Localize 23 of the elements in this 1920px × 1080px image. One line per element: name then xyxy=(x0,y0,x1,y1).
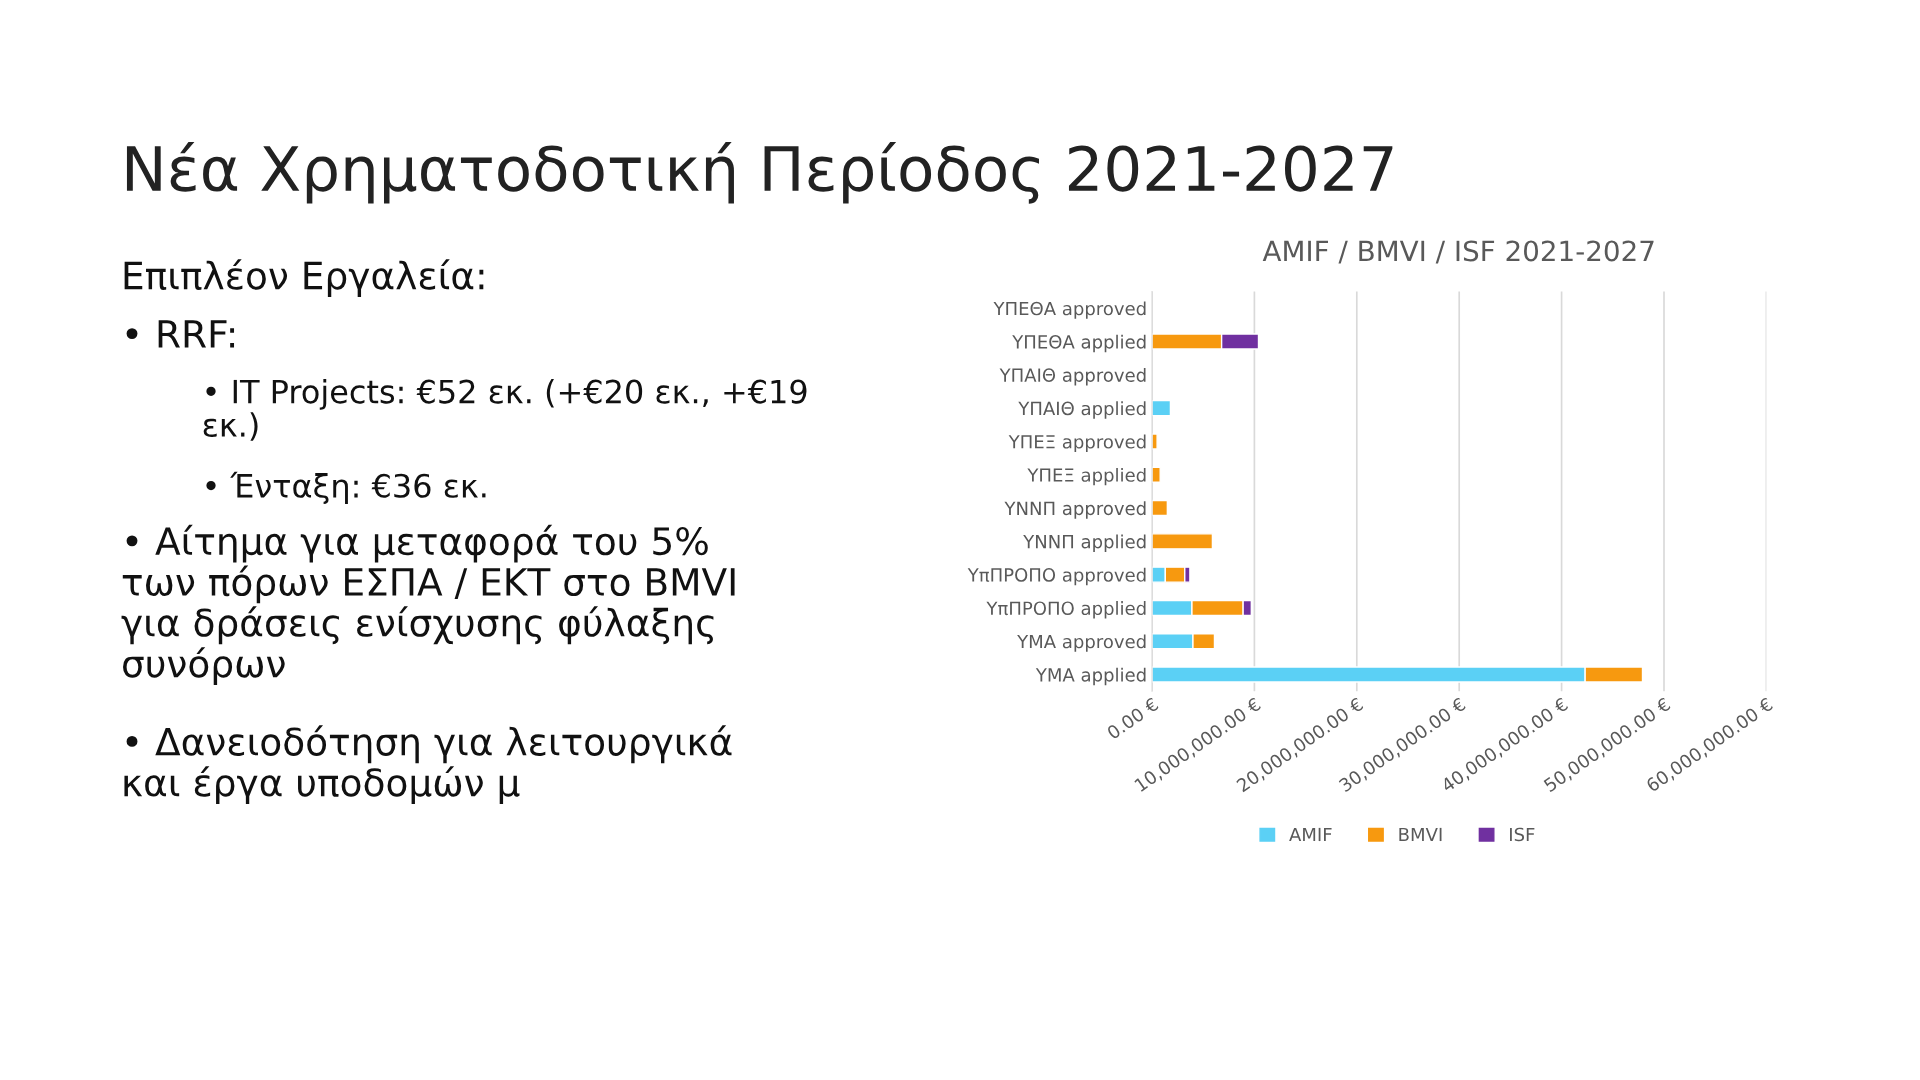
y-tick-label: ΥΝΝΠ applied xyxy=(1023,534,1146,552)
text: • RRF: xyxy=(126,320,235,348)
text: • Αίτημα για μεταφορά του 5% των πόρων ΕΣΠΑ / ΕΚΤ στο BMVI για δράσεις ενίσχυσης φύλαξης συνόρων xyxy=(121,524,735,685)
legend-label: AMIF xyxy=(1289,827,1332,842)
y-tick-label: ΥΠΑΙΘ approved xyxy=(999,367,1146,386)
text: Επιπλέον Εργαλεία: xyxy=(124,259,484,297)
text: • Ένταξη: €36 εκ. xyxy=(206,471,486,505)
y-tick-label: ΥπΠΡΟΠΟ approved xyxy=(967,567,1146,586)
chart-title: AMIF / BMVI / ISF 2021-2027 xyxy=(1262,240,1654,264)
y-tick-label: ΥΜΑ applied xyxy=(1035,667,1146,686)
text: Νέα Χρηματοδοτική Περίοδος 2021-2027 xyxy=(126,141,1393,204)
y-tick-label: ΥΠΑΙΘ applied xyxy=(1018,401,1146,419)
y-tick-label: ΥΜΑ approved xyxy=(1017,634,1146,652)
legend-label: ISF xyxy=(1510,827,1535,842)
y-tick-label: ΥΝΝΠ approved xyxy=(1004,501,1146,519)
text: • Δανειοδότηση για λειτουργικά και έργα υποδομών μ xyxy=(124,725,732,804)
y-tick-label: ΥΠΕΘΑ applied xyxy=(1012,334,1146,353)
y-tick-label: ΥπΠΡΟΠΟ applied xyxy=(986,601,1146,619)
legend-label: BMVI xyxy=(1399,827,1442,842)
y-tick-label: ΥΠΕΞ applied xyxy=(1027,467,1146,486)
text: • IT Projects: €52 εκ. (+€20 εκ., +€19 εκ.) xyxy=(203,378,807,441)
y-tick-label: ΥΠΕΞ approved xyxy=(1008,434,1146,453)
y-tick-label: ΥΠΕΘΑ approved xyxy=(993,301,1146,319)
